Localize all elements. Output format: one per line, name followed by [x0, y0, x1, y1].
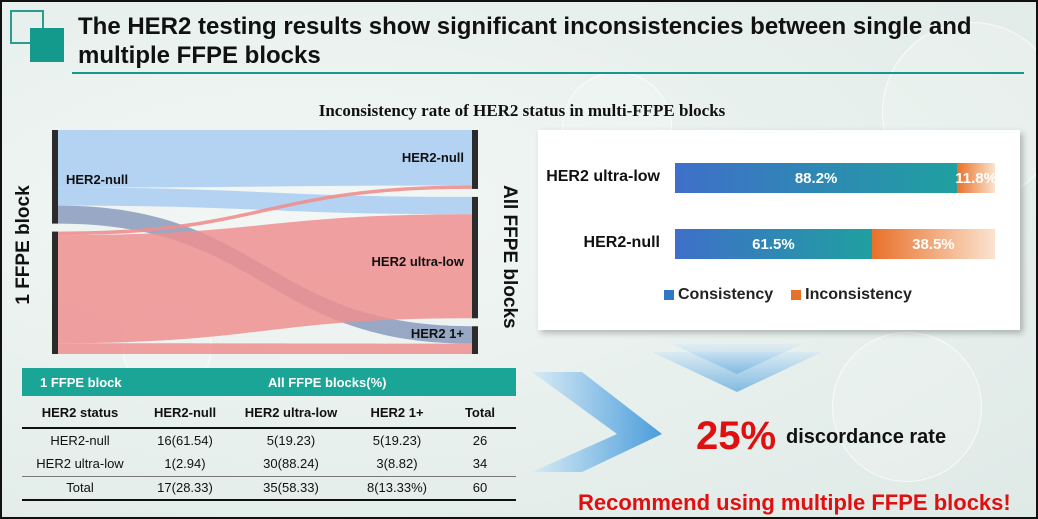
column-header: Total: [444, 398, 516, 429]
column-header: HER2 status: [22, 398, 138, 429]
right-axis-label: All FFPE blocks: [499, 185, 520, 329]
bar-data-label: 88.2%: [794, 169, 838, 187]
legend-item-inconsistency: Inconsistency: [791, 286, 912, 304]
table-group-header: 1 FFPE block All FFPE blocks(%): [22, 368, 516, 396]
sankey-node-right: [472, 196, 478, 319]
table-cell: HER2-null: [50, 433, 110, 448]
table-cell: HER2 ultra-low: [36, 456, 124, 472]
bar-track: 61.5% 38.5%: [675, 229, 995, 259]
table-row-total: Total 17(28.33) 35(58.33) 8(13.33%) 60: [22, 475, 516, 501]
table-cell: 35(58.33): [232, 475, 350, 501]
group-header-single: 1 FFPE block: [40, 375, 122, 390]
table-cell: 34: [472, 456, 488, 472]
legend-item-consistency: Consistency: [664, 286, 773, 304]
sankey-link-null-to-ultralow: [58, 187, 472, 215]
chart-title: Inconsistency rate of HER2 status in mul…: [318, 101, 726, 120]
table-cell: 1(2.94): [164, 456, 206, 472]
sankey-node-label: HER2-null: [66, 172, 128, 187]
arrows-graphic: [532, 344, 822, 472]
legend-swatch: [664, 290, 674, 300]
sankey-node-right: [472, 130, 478, 189]
logo-filled-square: [30, 28, 64, 62]
slide-title: The HER2 testing results show significan…: [78, 13, 972, 69]
bar-segment-inconsistency: 38.5%: [871, 229, 995, 259]
bar-legend: Consistency Inconsistency: [664, 286, 912, 304]
bar-data-label: 61.5%: [752, 235, 795, 253]
sankey-link-ultralow-to-ultralow: [58, 214, 472, 344]
bar-segment-consistency: 88.2%: [675, 163, 958, 193]
table-cell: 3(8.82): [376, 456, 418, 472]
sankey-link-ultralow-to-1plus: [58, 343, 472, 354]
discordance-label: discordance rate: [786, 426, 947, 448]
table-row: HER2-null 16(61.54) 5(19.23) 5(19.23) 26: [22, 428, 516, 452]
results-table: HER2 status HER2-null HER2 ultra-low HER…: [22, 398, 516, 501]
legend-label: Inconsistency: [805, 286, 912, 303]
bar-track: 88.2% 11.8%: [675, 163, 997, 193]
table-cell: 5(19.23): [266, 433, 316, 448]
table-cell: 60: [444, 475, 516, 501]
bg-bubble: [832, 332, 982, 482]
bar-data-label: 38.5%: [912, 235, 955, 253]
left-axis-label: 1 FFPE block: [13, 185, 34, 305]
recommendation-text: Recommend using multiple FFPE blocks!: [578, 490, 1011, 515]
sankey-node-label: HER2 ultra-low: [372, 254, 465, 269]
table-cell: 5(19.23): [372, 433, 422, 448]
sankey-link-null-to-null: [58, 130, 472, 188]
title-divider: [72, 72, 1024, 74]
table-cell: Total: [22, 475, 138, 501]
sankey-node-label: HER2 1+: [411, 326, 465, 341]
sankey-node-left: [52, 231, 58, 354]
logo-outline-square: [10, 10, 44, 44]
table-cell: 30(88.24): [263, 456, 319, 472]
bar-segment-consistency: 61.5%: [675, 229, 872, 259]
sankey-node-left: [52, 130, 58, 224]
table-cell: 26: [472, 433, 488, 448]
sankey-node-right: [472, 326, 478, 354]
discordance-percent: 25%: [696, 414, 777, 458]
table-cell: 16(61.54): [157, 433, 213, 448]
group-header-all: All FFPE blocks(%): [268, 375, 387, 390]
table-cell: 8(13.33%): [350, 475, 444, 501]
bar-segment-inconsistency: 11.8%: [955, 163, 997, 193]
column-header: HER2 ultra-low: [232, 398, 350, 429]
sankey-node-label: HER2-null: [402, 150, 464, 165]
stacked-bar-panel: HER2 ultra-low 88.2% 11.8% HER2-null 61.…: [538, 130, 1020, 330]
bar-category-label: HER2-null: [583, 234, 660, 251]
bar-data-label: 11.8%: [955, 169, 997, 187]
bar-row-ultralow: HER2 ultra-low 88.2% 11.8%: [538, 163, 1020, 193]
chevron-right-icon: [532, 372, 662, 472]
table-row: HER2 ultra-low 1(2.94) 30(88.24) 3(8.82)…: [22, 452, 516, 476]
sankey-link-ultralow-to-null: [58, 185, 472, 236]
bar-category-label: HER2 ultra-low: [546, 168, 660, 185]
table-header-row: HER2 status HER2-null HER2 ultra-low HER…: [22, 398, 516, 429]
column-header: HER2-null: [138, 398, 232, 429]
column-header: HER2 1+: [350, 398, 444, 429]
legend-swatch: [791, 290, 802, 300]
table-cell: 17(28.33): [138, 475, 232, 501]
chevron-down-icon: [672, 344, 802, 374]
legend-label: Consistency: [678, 286, 774, 303]
bar-row-null: HER2-null 61.5% 38.5%: [538, 229, 1020, 259]
